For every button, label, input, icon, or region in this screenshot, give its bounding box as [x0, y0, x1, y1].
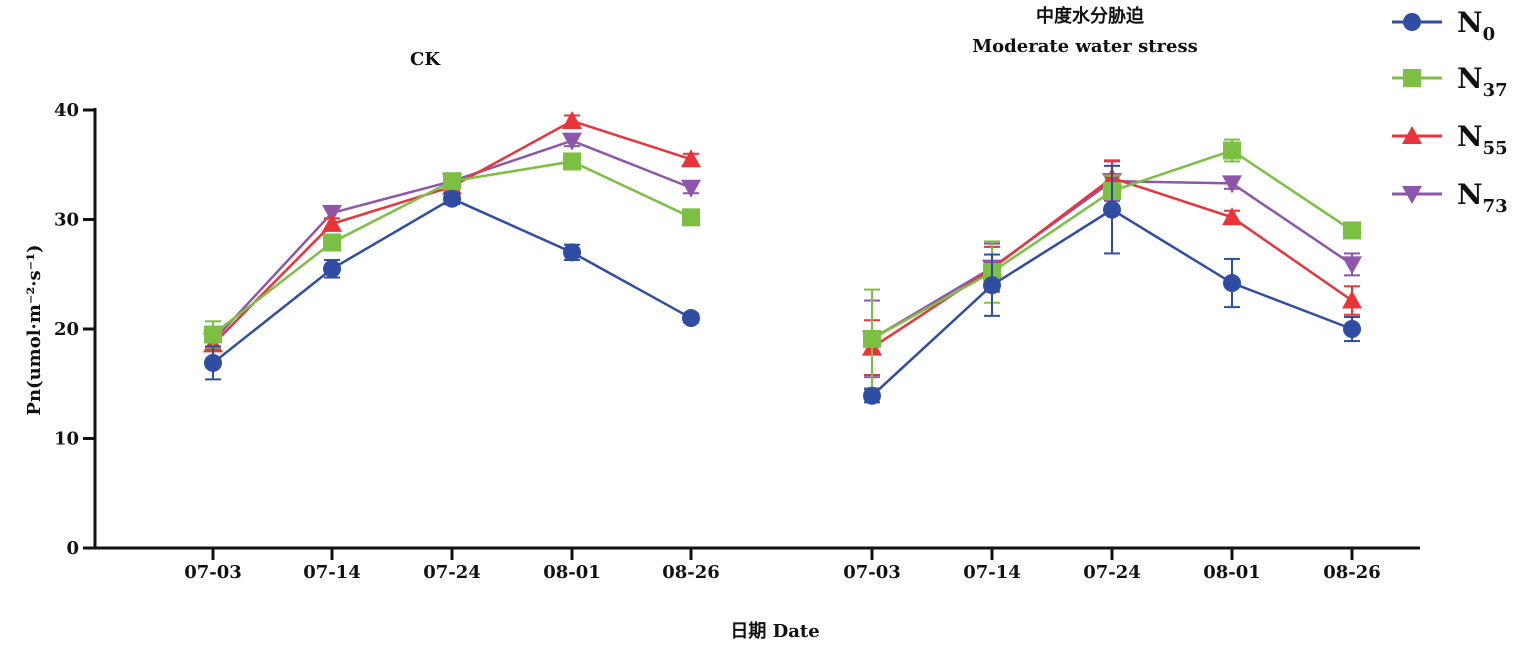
- data-point: [443, 189, 461, 208]
- data-point: [323, 233, 341, 252]
- data-point: [1222, 175, 1242, 194]
- legend-marker: [1402, 186, 1422, 204]
- data-point: [204, 325, 222, 344]
- series-line: [212, 197, 692, 364]
- data-point: [204, 353, 222, 372]
- panel-titles: CK 中度水分胁迫 Moderate water stress: [410, 5, 1198, 70]
- panel-title: Moderate water stress: [972, 36, 1197, 57]
- series-N0: [863, 164, 1361, 405]
- legend-marker: [1402, 126, 1422, 144]
- axes: 0 10 20 30 40 07-03 07-14 07-24 08-01 08-26 07-03 0…: [54, 100, 1420, 583]
- series-layer: [203, 110, 1362, 405]
- data-point: [563, 152, 581, 171]
- legend-item-N55: N55: [1392, 120, 1508, 159]
- data-point: [443, 172, 461, 191]
- series-line: [212, 139, 692, 342]
- x-tick-label: 08-01: [543, 562, 601, 583]
- y-tick-label: 20: [54, 319, 79, 340]
- legend-marker: [1403, 13, 1421, 31]
- data-point: [1342, 290, 1362, 309]
- data-point: [1222, 207, 1242, 226]
- data-point: [562, 132, 582, 151]
- legend-label: N0: [1457, 6, 1495, 45]
- x-tick-label: 08-01: [1203, 562, 1261, 583]
- legend-label: N37: [1457, 62, 1508, 101]
- data-point: [1223, 141, 1241, 160]
- legend-label: N55: [1457, 120, 1508, 159]
- x-axis-title: 日期 Date: [730, 621, 819, 642]
- x-tick-label: 07-03: [843, 562, 901, 583]
- y-tick-label: 10: [54, 429, 79, 450]
- data-point: [681, 149, 701, 168]
- y-tick-label: 40: [54, 100, 79, 121]
- legend-label: N73: [1457, 178, 1508, 217]
- x-tick-label: 07-14: [303, 562, 361, 583]
- series-N73: [203, 132, 701, 352]
- data-point: [323, 259, 341, 278]
- x-tick-label: 07-24: [423, 562, 481, 583]
- data-point: [682, 208, 700, 227]
- data-point: [983, 276, 1001, 295]
- data-point: [322, 213, 342, 232]
- data-point: [681, 179, 701, 198]
- series-N55: [203, 110, 701, 353]
- data-point: [1103, 200, 1121, 219]
- x-tick-label: 07-03: [184, 562, 242, 583]
- x-tick-label: 08-26: [1323, 562, 1381, 583]
- legend-marker: [1403, 69, 1421, 87]
- x-tick-label: 08-26: [662, 562, 720, 583]
- panel-title: CK: [410, 49, 441, 70]
- x-tick-label: 07-14: [963, 562, 1021, 583]
- legend-item-N0: N0: [1392, 6, 1495, 45]
- data-point: [562, 110, 582, 129]
- data-point: [1342, 256, 1362, 275]
- legend: N0 N37 N55 N73: [1392, 6, 1508, 217]
- data-point: [682, 309, 700, 328]
- legend-item-N37: N37: [1392, 62, 1508, 101]
- x-tick-label: 07-24: [1083, 562, 1141, 583]
- y-axis-title: Pn(umol·m⁻²·s⁻¹): [24, 244, 45, 415]
- data-point: [863, 386, 881, 405]
- legend-item-N73: N73: [1392, 178, 1508, 217]
- data-point: [1343, 320, 1361, 338]
- y-tick-label: 30: [54, 210, 79, 231]
- series-N0: [204, 189, 700, 381]
- data-point: [863, 329, 881, 348]
- data-point: [1343, 221, 1361, 240]
- data-point: [1223, 274, 1241, 293]
- data-point: [563, 243, 581, 262]
- panel-title: 中度水分胁迫: [1036, 5, 1145, 27]
- series-line: [212, 119, 692, 346]
- series-N37: [204, 152, 700, 349]
- y-tick-label: 0: [66, 538, 79, 559]
